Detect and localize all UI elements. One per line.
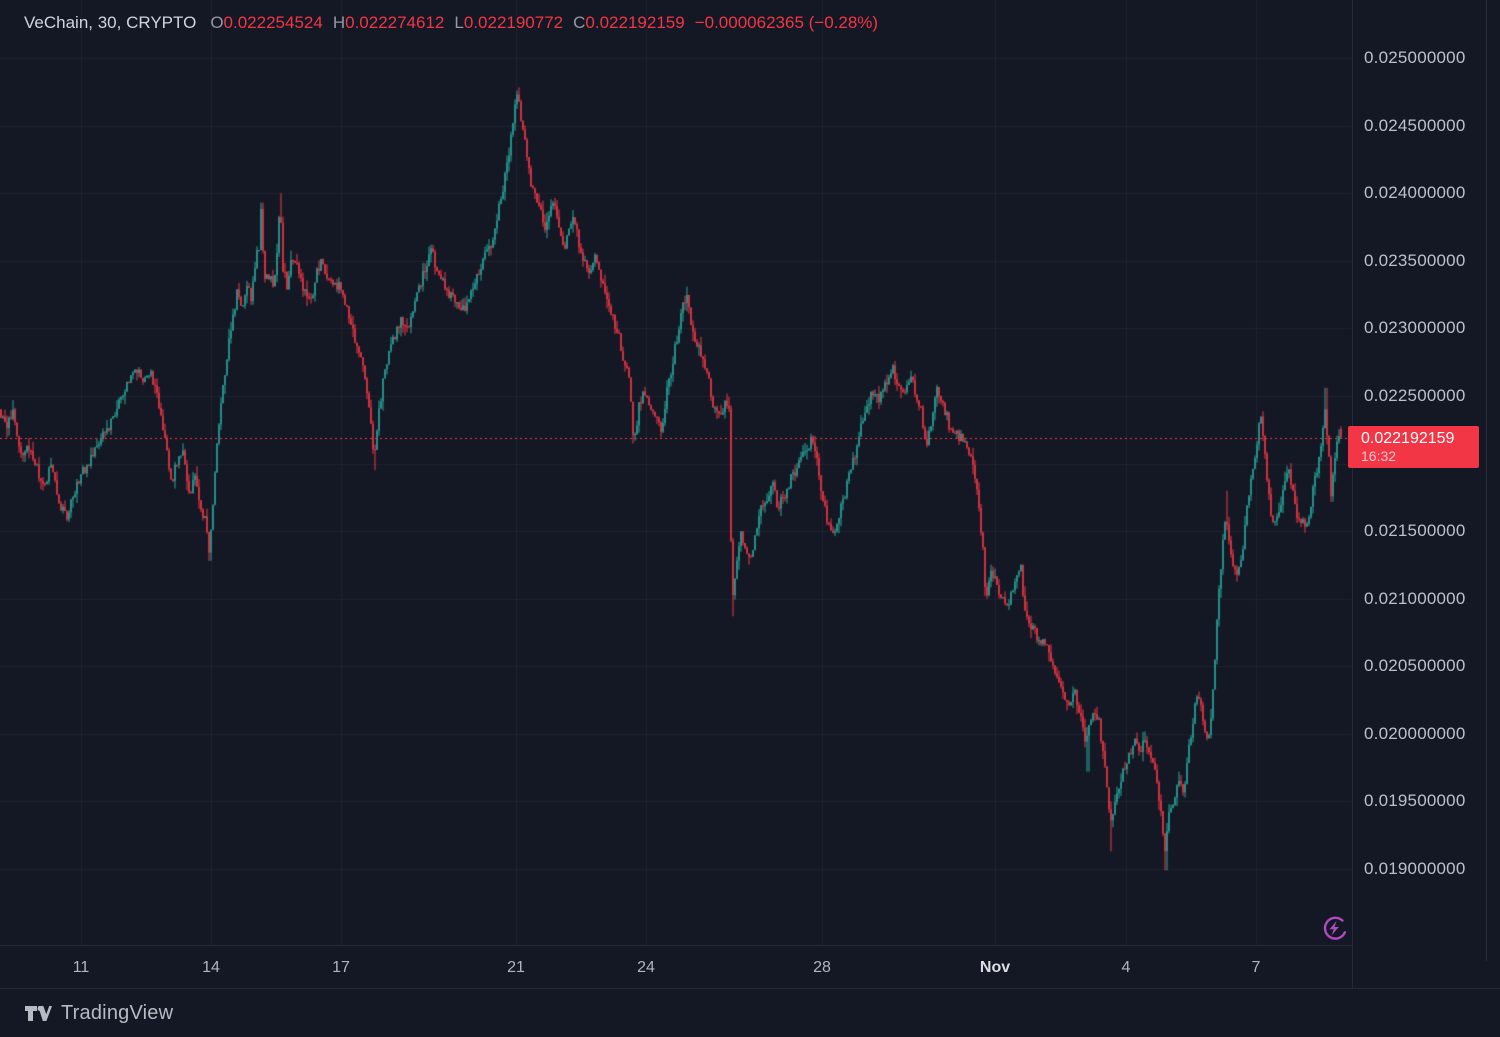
replay-button[interactable] [1319,912,1351,944]
chart-legend: VeChain, 30, CRYPTO O 0.022254524 H 0.02… [24,13,878,33]
replay-lightning-icon [1323,916,1347,940]
time-tick-label: 7 [1251,958,1261,976]
price-tick-label: 0.025000000 [1364,48,1466,67]
symbol-title[interactable]: VeChain, 30, CRYPTO [24,13,197,32]
time-tick-label: 14 [202,958,220,976]
time-tick-label: 11 [72,958,90,976]
price-tick-label: 0.019500000 [1364,791,1466,811]
price-tick-label: 0.024000000 [1364,183,1466,203]
price-tick-label: 0.021000000 [1364,588,1466,608]
right-edge-line [1486,0,1487,961]
last-price-value: 0.022192159 [1361,429,1455,447]
close-label: C [573,13,586,32]
bottom-bar: TradingView [0,988,1500,1037]
time-axis[interactable]: 11 14 17 21 24 28 Nov 4 7 [0,945,1352,989]
time-tick-label: 28 [813,958,831,976]
time-tick-label: 17 [332,958,350,976]
time-tick-label: 21 [507,958,525,976]
price-tick-label: 0.020500000 [1364,656,1466,676]
time-tick-label-month: Nov [979,958,1011,976]
price-tick-label: 0.020000000 [1364,723,1466,743]
price-tick-label: 0.021500000 [1364,521,1466,541]
bar-countdown: 16:32 [1361,447,1397,464]
price-tick-label: 0.023500000 [1364,250,1466,270]
price-tick-label: 0.019000000 [1364,859,1466,879]
open-label: O [210,13,224,32]
last-price-label: 0.022192159 16:32 [1348,425,1479,468]
time-tick-label: 24 [637,958,655,976]
change-value: −0.000062365 (−0.28%) [694,13,879,32]
price-tick-label: 0.024500000 [1364,115,1466,135]
close-value: 0.022192159 [585,13,685,32]
price-tick-label: 0.022500000 [1364,385,1466,405]
tradingview-logo[interactable]: TradingView [24,1002,173,1025]
price-axis[interactable]: 0.022192159 16:32 0.025000000 0.024500000… [1348,0,1500,988]
tradingview-logo-text: TradingView [61,1001,174,1024]
time-tick-label: 4 [1121,958,1131,976]
tradingview-logo-icon [25,1005,52,1021]
high-label: H [332,13,346,32]
candlestick-chart-canvas[interactable] [0,0,1351,945]
open-value: 0.022254524 [223,13,323,32]
low-label: L [454,13,464,32]
high-value: 0.022274612 [345,13,445,32]
price-tick-label: 0.023000000 [1364,318,1466,338]
low-value: 0.022190772 [463,13,564,32]
